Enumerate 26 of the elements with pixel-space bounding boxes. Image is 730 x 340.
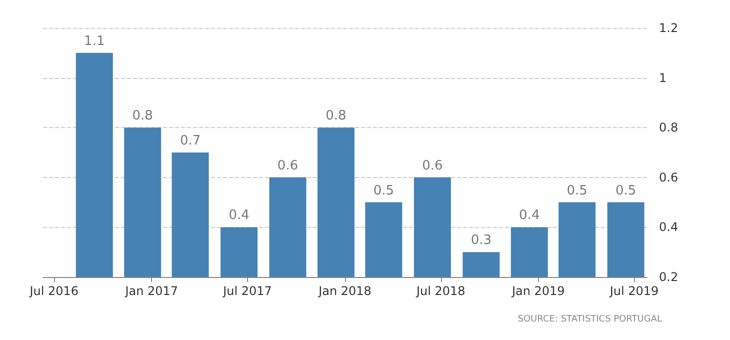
y-tick-label: 0.4 <box>659 220 678 234</box>
data-label: 0.5 <box>566 183 588 198</box>
source-note: SOURCE: STATISTICS PORTUGAL <box>518 314 662 324</box>
data-label: 0.6 <box>422 158 443 174</box>
x-tick-label: Jul 2017 <box>222 284 272 298</box>
y-tick-label: 1 <box>659 70 667 85</box>
data-label: 0.7 <box>180 134 201 148</box>
data-label: 0.6 <box>277 158 298 174</box>
x-tick-label: Jan 2019 <box>510 284 565 298</box>
x-tick-label: Jan 2017 <box>124 284 178 298</box>
y-tick-label: 1.2 <box>659 21 678 35</box>
data-label: 0.8 <box>326 108 346 124</box>
data-label: 0.4 <box>519 208 540 224</box>
x-tick-label: Jul 2016 <box>28 284 79 298</box>
data-label: 0.5 <box>373 183 394 198</box>
data-label: 1.1 <box>84 34 105 49</box>
y-tick-label: 0.8 <box>659 120 678 135</box>
data-label: 0.3 <box>470 233 492 248</box>
data-label: 0.8 <box>132 108 153 124</box>
y-tick-label: 0.2 <box>659 270 678 284</box>
y-tick-label: 0.6 <box>659 170 678 184</box>
data-label: 0.4 <box>228 208 250 224</box>
x-tick-label: Jan 2018 <box>318 284 372 298</box>
x-tick-label: Jul 2018 <box>415 284 466 298</box>
x-tick-label: Jul 2019 <box>608 284 659 298</box>
data-label: 0.5 <box>615 183 636 198</box>
